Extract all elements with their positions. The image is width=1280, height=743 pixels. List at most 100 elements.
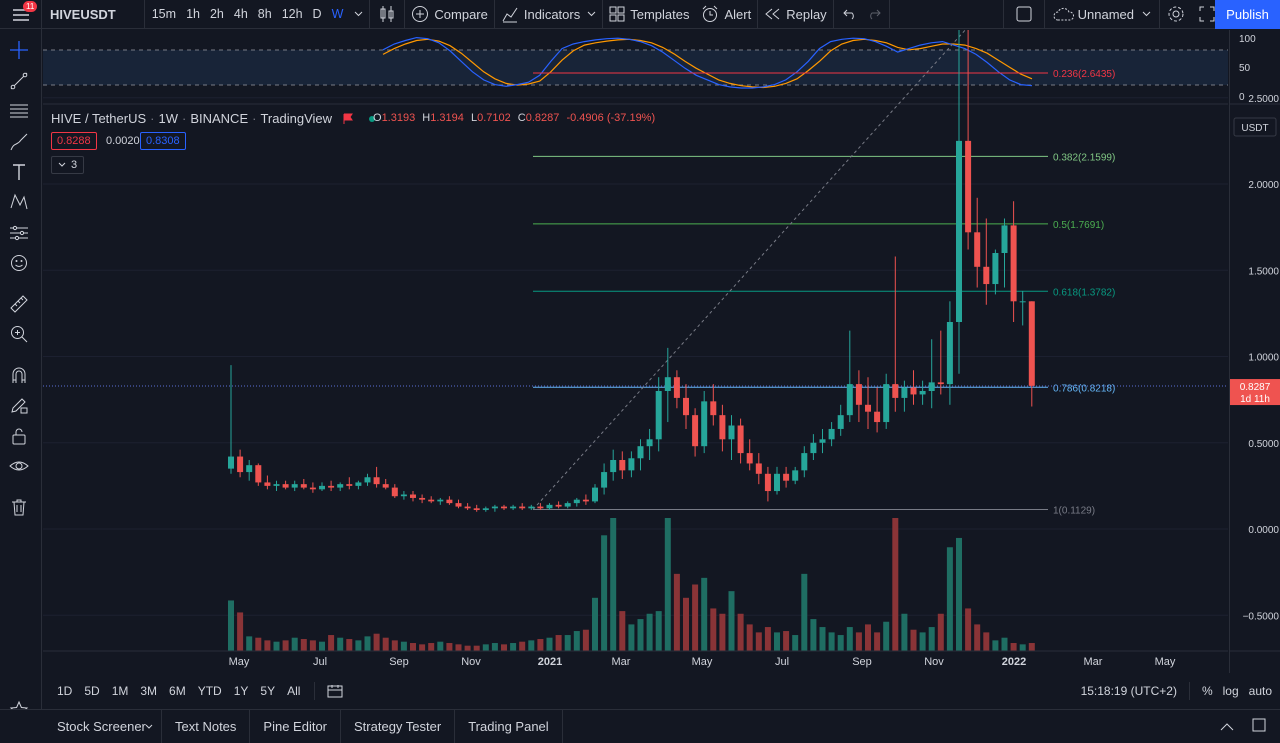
divider <box>493 0 495 29</box>
timeframe-D[interactable]: D <box>312 7 322 21</box>
range-1d[interactable]: 1D <box>57 684 73 698</box>
divider <box>602 0 604 29</box>
low-value: 0.7102 <box>477 112 511 124</box>
tab-trading-panel[interactable]: Trading Panel <box>455 709 563 743</box>
main-menu-button[interactable]: 11 <box>0 0 42 29</box>
collapse-indicators-button[interactable]: 3 <box>51 156 85 174</box>
range-1y[interactable]: 1Y <box>233 684 249 698</box>
range-5y[interactable]: 5Y <box>260 684 276 698</box>
series-legend: HIVE / TetherUS · 1W · BINANCE · Trading… <box>51 111 376 126</box>
range-5d[interactable]: 5D <box>84 684 100 698</box>
percent-toggle[interactable]: % <box>1201 684 1213 698</box>
candle-body <box>355 482 362 486</box>
timeframe-4h[interactable]: 4h <box>233 7 248 21</box>
undo-button[interactable] <box>834 0 863 29</box>
candle-body <box>655 391 662 440</box>
goto-date-button[interactable] <box>327 684 343 698</box>
flag-icon[interactable] <box>342 113 354 125</box>
measure-tool[interactable] <box>6 291 32 317</box>
range-6m[interactable]: 6M <box>169 684 186 698</box>
volume-bar <box>919 632 926 651</box>
timeframe-W[interactable]: W <box>331 7 344 21</box>
trend-line-tool[interactable] <box>6 68 32 94</box>
zoom-tool[interactable] <box>6 321 32 347</box>
candle-body <box>810 442 817 454</box>
plus-circle-icon <box>412 6 429 22</box>
candle-body <box>937 382 944 385</box>
maximize-panel-button[interactable] <box>1246 718 1280 735</box>
remove-tool[interactable] <box>6 494 32 520</box>
hide-tool[interactable] <box>6 453 32 479</box>
timeframe-1h[interactable]: 1h <box>186 7 200 21</box>
close-value: 0.8287 <box>525 112 560 124</box>
indicator-count: 3 <box>71 159 78 171</box>
tab-pine-editor[interactable]: Pine Editor <box>250 709 342 743</box>
time-tick-label: Nov <box>461 656 481 668</box>
lock-tool[interactable] <box>6 423 32 449</box>
range-1m[interactable]: 1M <box>111 684 129 698</box>
tab-text-notes[interactable]: Text Notes <box>162 709 251 743</box>
crosshair-tool[interactable] <box>6 37 32 63</box>
icons-tool[interactable] <box>6 250 32 276</box>
timeframe-12h[interactable]: 12h <box>281 7 303 21</box>
candle-body <box>582 499 589 502</box>
redo-button[interactable] <box>863 0 889 29</box>
candle-body <box>746 453 753 464</box>
tab-stock-screener[interactable]: Stock Screener <box>0 709 162 743</box>
bid-box[interactable]: 0.8288 <box>51 132 97 150</box>
timeframe-2h[interactable]: 2h <box>209 7 224 21</box>
save-layout-button[interactable]: Unnamed <box>1045 0 1159 29</box>
magnet-tool[interactable] <box>6 362 32 388</box>
settings-button[interactable] <box>1160 0 1192 29</box>
timeframe-8h[interactable]: 8h <box>257 7 272 21</box>
auto-toggle[interactable]: auto <box>1248 684 1272 698</box>
chart-type-button[interactable] <box>370 0 404 29</box>
fullscreen-button[interactable] <box>1192 0 1222 29</box>
alert-button[interactable]: Alert <box>695 0 757 29</box>
range-3m[interactable]: 3M <box>140 684 158 698</box>
pattern-tool[interactable] <box>6 189 32 215</box>
tab-strategy-tester[interactable]: Strategy Tester <box>341 709 456 743</box>
alarm-clock-icon <box>703 5 718 22</box>
prediction-tool[interactable] <box>6 220 32 246</box>
chevron-up-icon <box>1220 723 1234 731</box>
candle-body <box>792 470 799 481</box>
volume-bar <box>237 612 244 651</box>
layout-button[interactable] <box>1004 0 1044 29</box>
range-ytd[interactable]: YTD <box>197 684 222 698</box>
stay-drawing-tool[interactable] <box>6 392 32 418</box>
lock-icon <box>12 428 26 445</box>
candle-body <box>592 487 598 502</box>
candle-body <box>619 460 626 471</box>
divider <box>1188 682 1190 700</box>
candle-body <box>764 473 771 492</box>
trend-line-icon <box>10 72 28 90</box>
collapse-panel-button[interactable] <box>1208 719 1246 734</box>
symbol-search[interactable]: HIVEUSDT <box>50 6 116 22</box>
volume-bar <box>491 643 498 651</box>
volume-bar <box>228 600 234 651</box>
timeframe-dropdown[interactable] <box>348 0 369 29</box>
time-tick-label: Jul <box>775 656 789 668</box>
clock-timezone[interactable]: 15:18:19 (UTC+2) <box>1080 684 1177 698</box>
replay-button[interactable]: Replay <box>758 0 832 29</box>
price-tick-label: 2.5000 <box>1248 94 1279 105</box>
divider <box>832 0 834 29</box>
price-scale[interactable]: USDT1005004.50004.00003.50003.00002.5000… <box>1229 30 1280 673</box>
publish-button[interactable]: Publish <box>1215 0 1280 29</box>
range-all[interactable]: All <box>287 684 301 698</box>
brush-tool[interactable] <box>6 129 32 155</box>
timeframe-15m[interactable]: 15m <box>151 7 177 21</box>
text-tool[interactable] <box>6 159 32 185</box>
volume-bar <box>956 537 962 651</box>
fib-tool[interactable] <box>6 98 32 124</box>
ask-box[interactable]: 0.8308 <box>140 132 186 150</box>
compare-button[interactable]: Compare <box>405 0 493 29</box>
indicators-button[interactable]: Indicators <box>495 0 602 29</box>
chart-canvas[interactable]: 0(3.4252)0.236(2.6435)0.382(2.1599)0.5(1… <box>43 30 1228 673</box>
volume-bar <box>291 637 298 651</box>
log-toggle[interactable]: log <box>1222 684 1239 698</box>
templates-button[interactable]: Templates <box>603 0 695 29</box>
volume-bar <box>455 644 462 651</box>
volume-bar <box>573 631 580 651</box>
